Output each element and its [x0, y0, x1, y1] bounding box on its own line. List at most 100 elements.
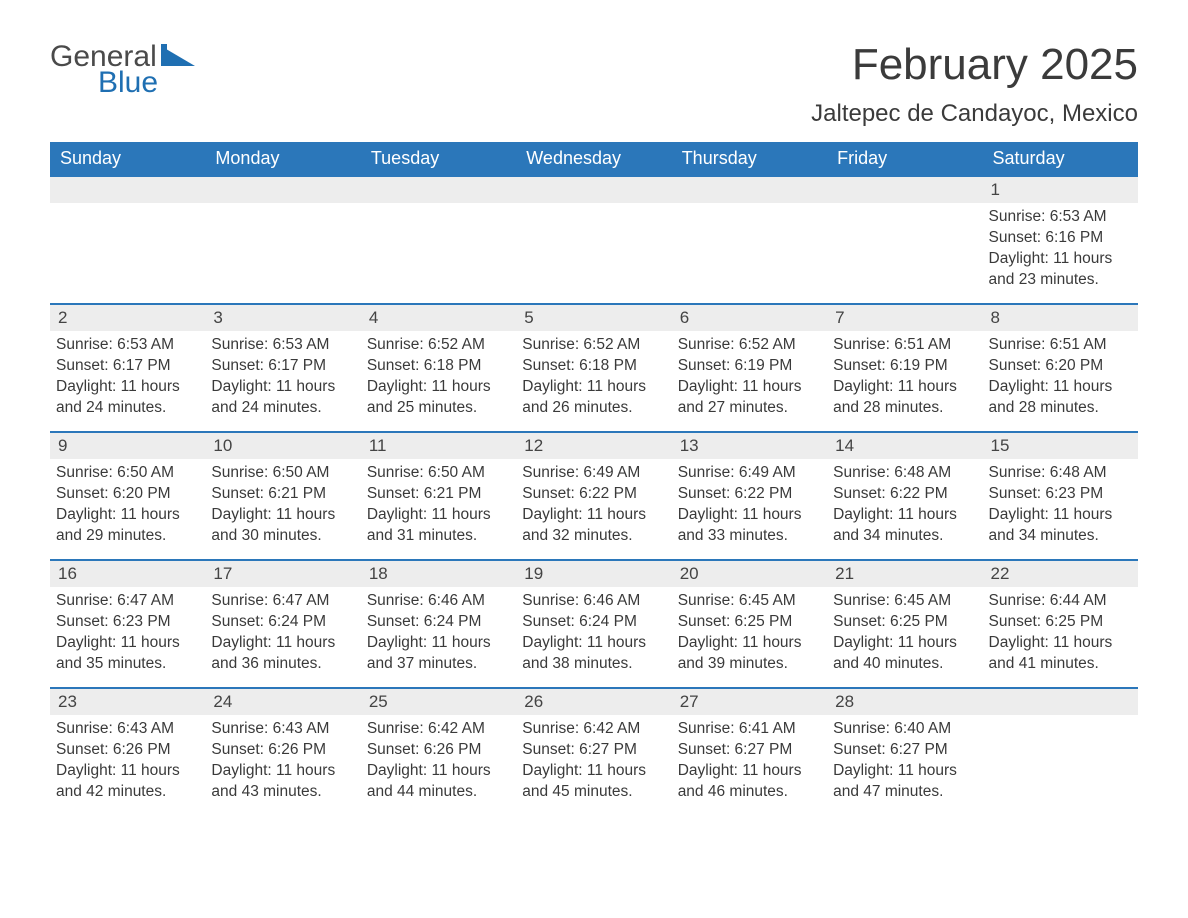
month-title: February 2025 — [811, 40, 1138, 90]
day-number: 12 — [516, 433, 671, 459]
day-number: 19 — [516, 561, 671, 587]
sunset-text: Sunset: 6:25 PM — [989, 612, 1130, 633]
day-data: Sunrise: 6:42 AMSunset: 6:27 PMDaylight:… — [516, 715, 671, 807]
day-data: Sunrise: 6:46 AMSunset: 6:24 PMDaylight:… — [516, 587, 671, 679]
sunset-text: Sunset: 6:25 PM — [678, 612, 819, 633]
header: General Blue February 2025 Jaltepec de C… — [50, 40, 1138, 128]
daylight-text: Daylight: 11 hours and 41 minutes. — [989, 633, 1130, 675]
sunset-text: Sunset: 6:20 PM — [989, 356, 1130, 377]
daylight-text: Daylight: 11 hours and 37 minutes. — [367, 633, 508, 675]
day-data: Sunrise: 6:44 AMSunset: 6:25 PMDaylight:… — [983, 587, 1138, 679]
sunset-text: Sunset: 6:22 PM — [833, 484, 974, 505]
day-number: 7 — [827, 305, 982, 331]
sunrise-text: Sunrise: 6:49 AM — [678, 463, 819, 484]
sunrise-text: Sunrise: 6:45 AM — [678, 591, 819, 612]
day-cell: 19Sunrise: 6:46 AMSunset: 6:24 PMDayligh… — [516, 560, 671, 688]
day-cell: 3Sunrise: 6:53 AMSunset: 6:17 PMDaylight… — [205, 304, 360, 432]
daylight-text: Daylight: 11 hours and 38 minutes. — [522, 633, 663, 675]
day-number — [50, 177, 205, 203]
day-cell: 9Sunrise: 6:50 AMSunset: 6:20 PMDaylight… — [50, 432, 205, 560]
day-cell: 11Sunrise: 6:50 AMSunset: 6:21 PMDayligh… — [361, 432, 516, 560]
day-data: Sunrise: 6:43 AMSunset: 6:26 PMDaylight:… — [50, 715, 205, 807]
sunset-text: Sunset: 6:25 PM — [833, 612, 974, 633]
day-data: Sunrise: 6:49 AMSunset: 6:22 PMDaylight:… — [672, 459, 827, 551]
sunrise-text: Sunrise: 6:49 AM — [522, 463, 663, 484]
sunrise-text: Sunrise: 6:50 AM — [211, 463, 352, 484]
sunset-text: Sunset: 6:24 PM — [522, 612, 663, 633]
daylight-text: Daylight: 11 hours and 47 minutes. — [833, 761, 974, 803]
day-number — [827, 177, 982, 203]
sunrise-text: Sunrise: 6:48 AM — [833, 463, 974, 484]
sunrise-text: Sunrise: 6:40 AM — [833, 719, 974, 740]
sunset-text: Sunset: 6:19 PM — [678, 356, 819, 377]
day-number: 26 — [516, 689, 671, 715]
sunset-text: Sunset: 6:24 PM — [367, 612, 508, 633]
day-cell: 10Sunrise: 6:50 AMSunset: 6:21 PMDayligh… — [205, 432, 360, 560]
day-cell: 17Sunrise: 6:47 AMSunset: 6:24 PMDayligh… — [205, 560, 360, 688]
day-number: 10 — [205, 433, 360, 459]
day-cell: 16Sunrise: 6:47 AMSunset: 6:23 PMDayligh… — [50, 560, 205, 688]
day-number: 20 — [672, 561, 827, 587]
day-number — [205, 177, 360, 203]
day-data: Sunrise: 6:45 AMSunset: 6:25 PMDaylight:… — [672, 587, 827, 679]
day-cell: 14Sunrise: 6:48 AMSunset: 6:22 PMDayligh… — [827, 432, 982, 560]
sunrise-text: Sunrise: 6:46 AM — [522, 591, 663, 612]
sunset-text: Sunset: 6:17 PM — [211, 356, 352, 377]
day-data: Sunrise: 6:47 AMSunset: 6:23 PMDaylight:… — [50, 587, 205, 679]
day-number — [983, 689, 1138, 715]
day-data: Sunrise: 6:48 AMSunset: 6:22 PMDaylight:… — [827, 459, 982, 551]
day-cell: 15Sunrise: 6:48 AMSunset: 6:23 PMDayligh… — [983, 432, 1138, 560]
day-cell: 5Sunrise: 6:52 AMSunset: 6:18 PMDaylight… — [516, 304, 671, 432]
weekday-header-row: SundayMondayTuesdayWednesdayThursdayFrid… — [50, 142, 1138, 176]
sunrise-text: Sunrise: 6:41 AM — [678, 719, 819, 740]
sunrise-text: Sunrise: 6:45 AM — [833, 591, 974, 612]
day-cell: 6Sunrise: 6:52 AMSunset: 6:19 PMDaylight… — [672, 304, 827, 432]
sunrise-text: Sunrise: 6:43 AM — [211, 719, 352, 740]
sunset-text: Sunset: 6:27 PM — [833, 740, 974, 761]
sunrise-text: Sunrise: 6:50 AM — [367, 463, 508, 484]
day-number: 25 — [361, 689, 516, 715]
sunset-text: Sunset: 6:20 PM — [56, 484, 197, 505]
day-number: 4 — [361, 305, 516, 331]
daylight-text: Daylight: 11 hours and 24 minutes. — [56, 377, 197, 419]
day-data: Sunrise: 6:45 AMSunset: 6:25 PMDaylight:… — [827, 587, 982, 679]
daylight-text: Daylight: 11 hours and 39 minutes. — [678, 633, 819, 675]
sunrise-text: Sunrise: 6:52 AM — [522, 335, 663, 356]
day-data: Sunrise: 6:53 AMSunset: 6:17 PMDaylight:… — [205, 331, 360, 423]
daylight-text: Daylight: 11 hours and 30 minutes. — [211, 505, 352, 547]
sunset-text: Sunset: 6:21 PM — [211, 484, 352, 505]
day-cell — [672, 176, 827, 304]
day-cell: 7Sunrise: 6:51 AMSunset: 6:19 PMDaylight… — [827, 304, 982, 432]
daylight-text: Daylight: 11 hours and 36 minutes. — [211, 633, 352, 675]
weekday-header: Wednesday — [516, 142, 671, 176]
daylight-text: Daylight: 11 hours and 42 minutes. — [56, 761, 197, 803]
week-row: 1Sunrise: 6:53 AMSunset: 6:16 PMDaylight… — [50, 176, 1138, 304]
title-block: February 2025 Jaltepec de Candayoc, Mexi… — [811, 40, 1138, 128]
day-data: Sunrise: 6:46 AMSunset: 6:24 PMDaylight:… — [361, 587, 516, 679]
sunrise-text: Sunrise: 6:43 AM — [56, 719, 197, 740]
day-number: 11 — [361, 433, 516, 459]
week-row: 2Sunrise: 6:53 AMSunset: 6:17 PMDaylight… — [50, 304, 1138, 432]
day-cell: 1Sunrise: 6:53 AMSunset: 6:16 PMDaylight… — [983, 176, 1138, 304]
day-number — [361, 177, 516, 203]
day-number — [516, 177, 671, 203]
sunrise-text: Sunrise: 6:46 AM — [367, 591, 508, 612]
day-number: 21 — [827, 561, 982, 587]
day-number: 23 — [50, 689, 205, 715]
sunrise-text: Sunrise: 6:47 AM — [211, 591, 352, 612]
day-data: Sunrise: 6:52 AMSunset: 6:19 PMDaylight:… — [672, 331, 827, 423]
day-cell: 24Sunrise: 6:43 AMSunset: 6:26 PMDayligh… — [205, 688, 360, 816]
day-number: 5 — [516, 305, 671, 331]
daylight-text: Daylight: 11 hours and 46 minutes. — [678, 761, 819, 803]
day-number: 17 — [205, 561, 360, 587]
day-data: Sunrise: 6:50 AMSunset: 6:21 PMDaylight:… — [205, 459, 360, 551]
daylight-text: Daylight: 11 hours and 45 minutes. — [522, 761, 663, 803]
sunset-text: Sunset: 6:22 PM — [678, 484, 819, 505]
week-row: 23Sunrise: 6:43 AMSunset: 6:26 PMDayligh… — [50, 688, 1138, 816]
sunset-text: Sunset: 6:19 PM — [833, 356, 974, 377]
sunrise-text: Sunrise: 6:47 AM — [56, 591, 197, 612]
sunset-text: Sunset: 6:23 PM — [989, 484, 1130, 505]
weekday-header: Sunday — [50, 142, 205, 176]
day-data: Sunrise: 6:41 AMSunset: 6:27 PMDaylight:… — [672, 715, 827, 807]
day-cell: 12Sunrise: 6:49 AMSunset: 6:22 PMDayligh… — [516, 432, 671, 560]
